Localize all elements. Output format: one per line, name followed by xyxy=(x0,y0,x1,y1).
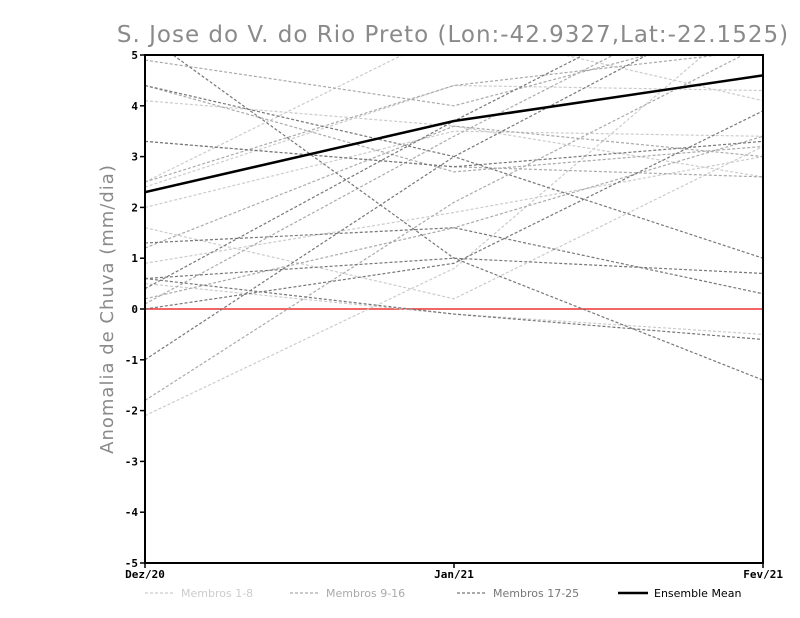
ensemble-mean-line xyxy=(145,74,763,194)
y-axis-label: Anomalia de Chuva (mm/dia) xyxy=(97,164,118,454)
y-tick-label: 2 xyxy=(131,201,138,214)
member-series-line-10 xyxy=(145,55,650,107)
member-series-line-4 xyxy=(145,55,705,417)
member-series-line-2 xyxy=(145,130,763,208)
y-tick-label: -5 xyxy=(125,557,138,570)
member-series-line-14 xyxy=(145,125,763,249)
member-series-line-3 xyxy=(145,156,763,264)
y-tick-label: -2 xyxy=(125,405,138,418)
member-series-line-24 xyxy=(145,277,763,341)
y-tick-label: 5 xyxy=(131,49,138,62)
member-series-line-20 xyxy=(145,257,763,280)
member-series-line-9 xyxy=(145,55,725,183)
legend: Membros 1-8 Membros 9-16 Membros 17-25 Ense… xyxy=(145,587,741,600)
series-layer xyxy=(145,55,763,417)
x-tick-label: Dez/20 xyxy=(125,568,165,581)
member-series-line-19 xyxy=(145,227,763,295)
y-tick-label: -4 xyxy=(125,506,139,519)
member-series-line-18 xyxy=(145,140,763,168)
legend-label-4: Ensemble Mean xyxy=(654,587,741,600)
y-tick-label: -3 xyxy=(125,455,138,468)
member-series-line-13 xyxy=(145,135,763,300)
member-series-line-15 xyxy=(145,84,763,173)
y-tick-label: 1 xyxy=(131,252,138,265)
legend-label-2: Membros 9-16 xyxy=(326,587,405,600)
legend-label-3: Membros 17-25 xyxy=(493,587,579,600)
x-tick-label: Fev/21 xyxy=(743,568,783,581)
y-tick-label: 3 xyxy=(131,151,138,164)
member-series-line-5 xyxy=(145,55,763,183)
x-tick-label: Jan/21 xyxy=(434,568,474,581)
y-tick-label: 0 xyxy=(131,303,138,316)
y-tick-label: -1 xyxy=(125,354,139,367)
y-tick-label: 4 xyxy=(131,100,138,113)
chart-title: S. Jose do V. do Rio Preto (Lon:-42.9327… xyxy=(117,22,789,48)
member-series-line-11 xyxy=(145,55,615,305)
member-series-line-1 xyxy=(145,84,763,188)
member-series-line-25 xyxy=(145,110,763,310)
member-series-line-8 xyxy=(145,145,763,300)
member-series-line-22 xyxy=(145,84,763,259)
member-series-line-12 xyxy=(145,55,745,401)
legend-label-1: Membros 1-8 xyxy=(181,587,253,600)
